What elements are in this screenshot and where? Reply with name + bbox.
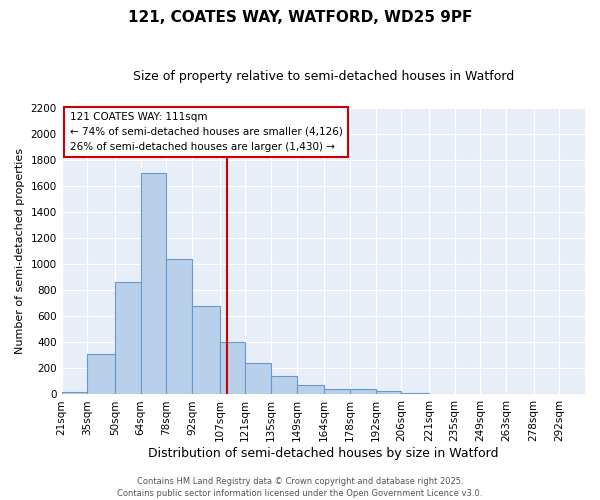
Bar — [115, 282, 140, 395]
Bar — [324, 389, 350, 394]
Bar — [140, 173, 166, 394]
Bar — [271, 376, 297, 394]
Bar — [166, 259, 192, 394]
Y-axis label: Number of semi-detached properties: Number of semi-detached properties — [15, 148, 25, 354]
Text: Contains HM Land Registry data © Crown copyright and database right 2025.
Contai: Contains HM Land Registry data © Crown c… — [118, 476, 482, 498]
Text: 121 COATES WAY: 111sqm
← 74% of semi-detached houses are smaller (4,126)
26% of : 121 COATES WAY: 111sqm ← 74% of semi-det… — [70, 112, 343, 152]
Bar — [220, 342, 245, 394]
Bar — [62, 392, 88, 394]
Bar — [350, 389, 376, 394]
Bar — [376, 390, 401, 394]
Text: 121, COATES WAY, WATFORD, WD25 9PF: 121, COATES WAY, WATFORD, WD25 9PF — [128, 10, 472, 25]
Bar — [297, 384, 324, 394]
Bar — [192, 306, 220, 394]
Bar — [401, 392, 429, 394]
Bar — [88, 354, 115, 395]
X-axis label: Distribution of semi-detached houses by size in Watford: Distribution of semi-detached houses by … — [148, 447, 499, 460]
Title: Size of property relative to semi-detached houses in Watford: Size of property relative to semi-detach… — [133, 70, 514, 83]
Bar — [245, 362, 271, 394]
